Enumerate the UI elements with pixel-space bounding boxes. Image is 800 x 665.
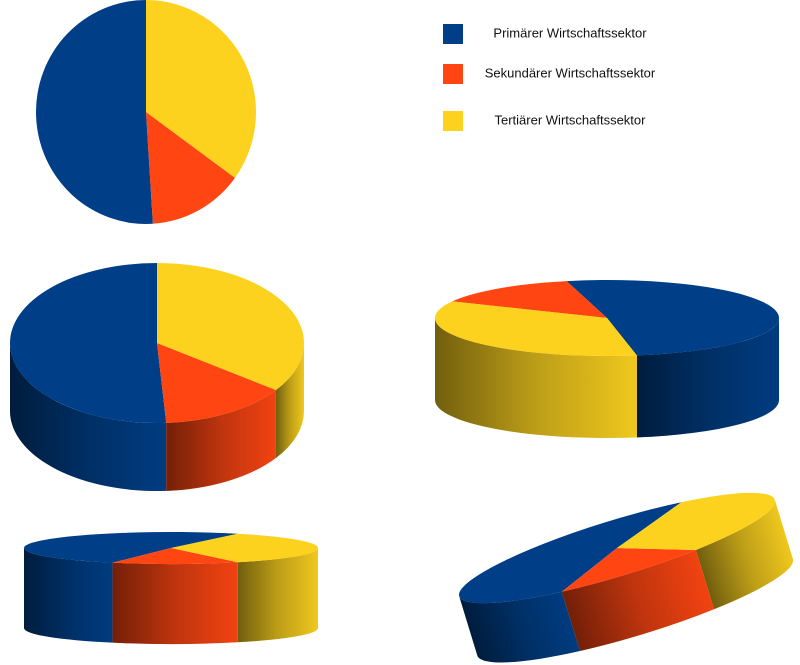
legend-swatch: [443, 111, 463, 131]
pie-slice: [112, 548, 238, 564]
pie-side-shade: [459, 591, 580, 663]
legend-swatch: [443, 64, 463, 84]
pie-side-shade: [636, 318, 779, 438]
pie-chart: [23, 532, 318, 644]
legend-label: Tertiärer Wirtschaftssektor: [495, 112, 647, 127]
pie-side-shade: [561, 549, 715, 652]
pie-side-shade: [10, 343, 167, 491]
pie-slice: [435, 301, 637, 357]
pie-chart: [9, 263, 305, 491]
pie-slice: [36, 0, 153, 224]
pie-side-shade: [237, 548, 318, 643]
pie-side-shade: [166, 390, 276, 491]
pie-slice: [561, 548, 696, 592]
pie-slice: [146, 0, 256, 178]
legend-label: Primärer Wirtschaftssektor: [493, 25, 647, 40]
pie-slice: [458, 502, 682, 604]
pie-slice: [157, 263, 305, 391]
pie-chart: [458, 492, 794, 663]
pie-side-shade: [112, 562, 238, 644]
pie-side-shade: [695, 499, 794, 610]
pie-chart: [36, 0, 256, 224]
legend-label: Sekundärer Wirtschaftssektor: [485, 65, 656, 80]
pie-slice: [24, 532, 238, 563]
pie-slice: [171, 533, 318, 563]
pie-slice: [9, 263, 167, 424]
legend-swatch: [443, 24, 463, 44]
pie-side-shade: [23, 548, 113, 643]
pie-slice: [146, 112, 235, 224]
pie-side-shade: [275, 343, 304, 459]
pie-slice: [157, 343, 276, 423]
pie-side-shade: [435, 318, 637, 438]
pie-slice: [617, 492, 775, 550]
pie-chart: [435, 279, 780, 438]
pie-slice: [566, 279, 780, 356]
pie-slice: [452, 281, 607, 318]
